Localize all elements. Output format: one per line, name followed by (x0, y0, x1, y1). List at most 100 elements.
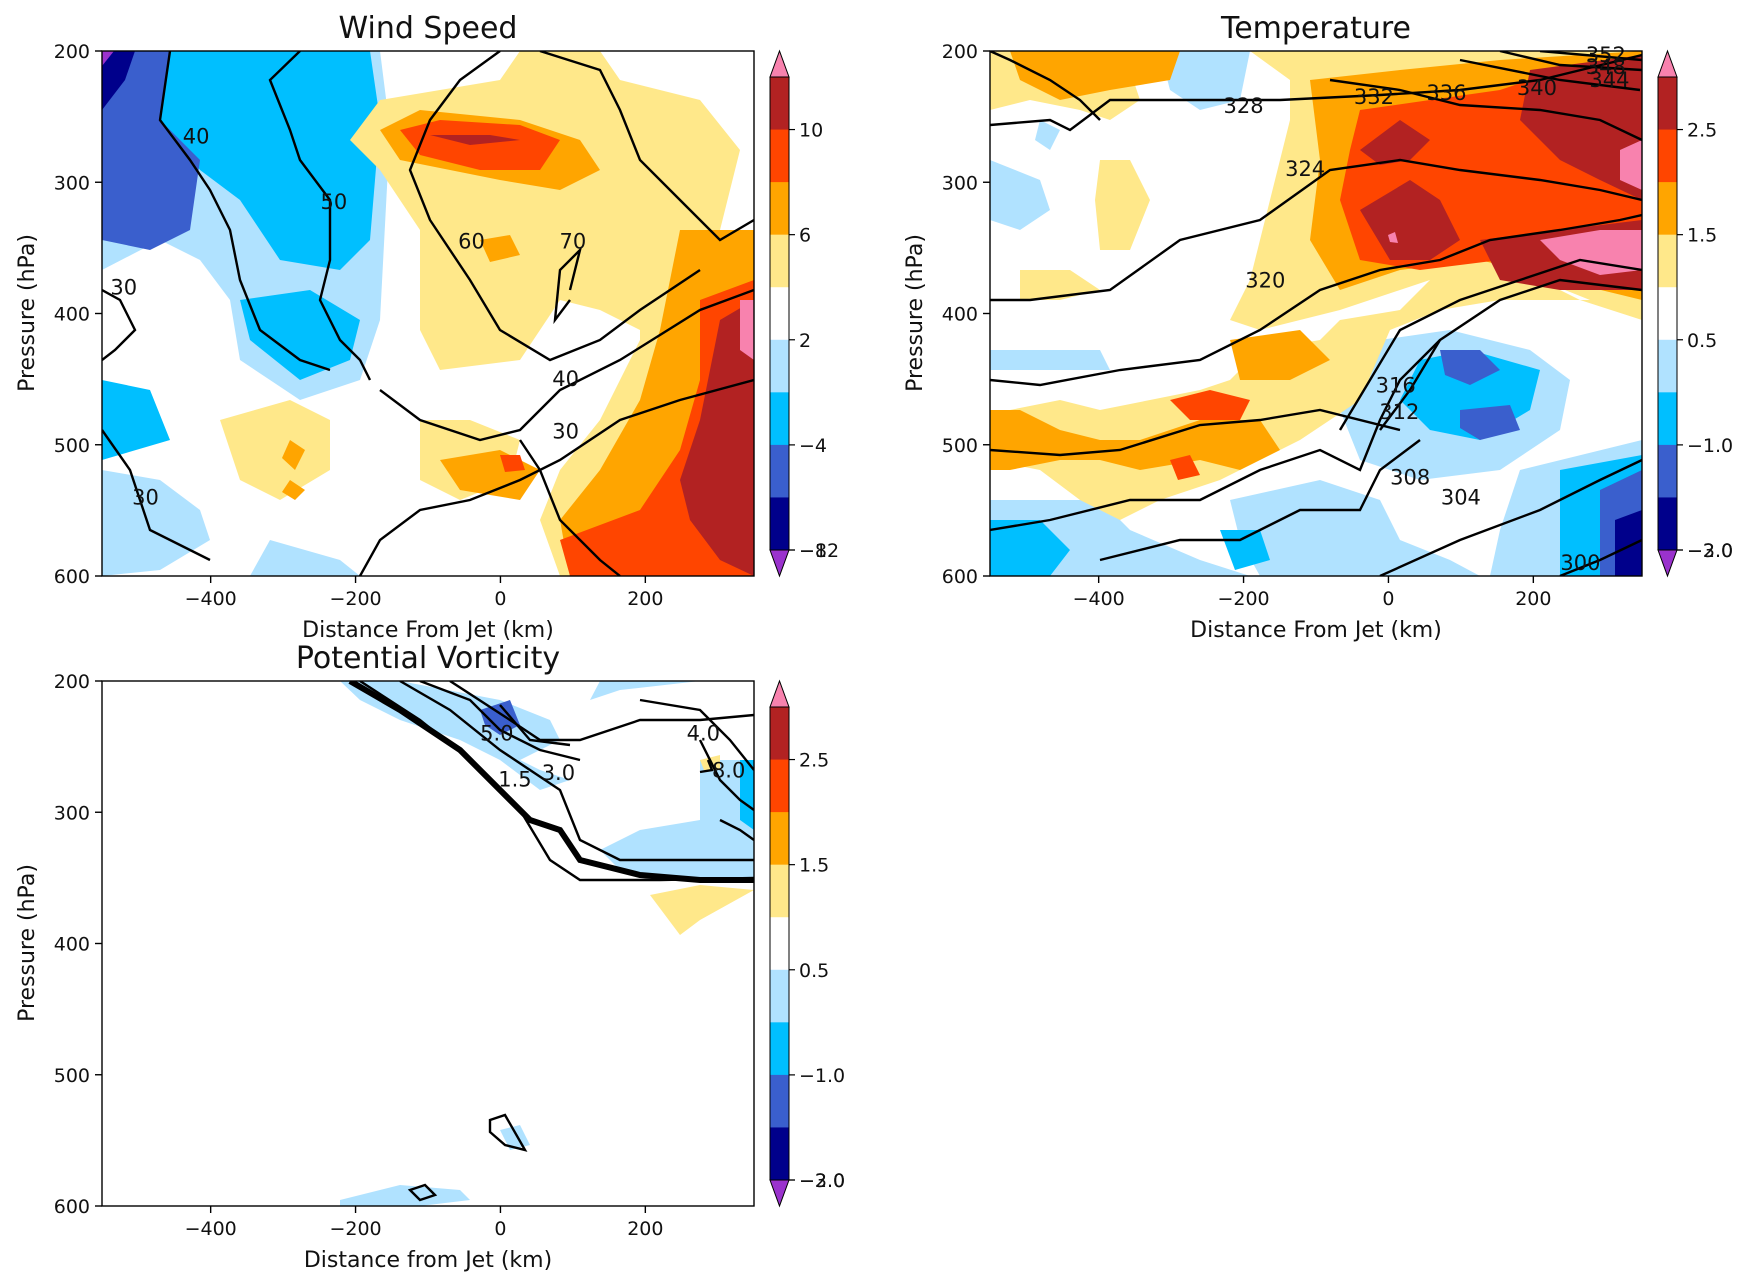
colorbar-segment (1658, 392, 1677, 446)
colorbar-frame (769, 706, 790, 1181)
colorbar-tick-label: −2.0 (1687, 540, 1733, 562)
y-tick-label: 200 (942, 41, 978, 63)
panel-title: Wind Speed (339, 11, 518, 46)
colorbar-segment (770, 129, 789, 183)
colorbar-tick-label: 10 (799, 120, 823, 142)
colorbar-segment (770, 234, 789, 288)
colorbar-segment (770, 392, 789, 446)
colorbar-segment (1658, 234, 1677, 288)
colorbar-extend-min (769, 549, 790, 578)
contour-lines (990, 51, 1642, 576)
contour-label: 30 (552, 420, 579, 444)
y-tick-label: 400 (942, 304, 978, 326)
x-axis: −400 −200 0 200 (185, 1206, 663, 1240)
y-axis-label: Pressure (hPa) (15, 864, 40, 1022)
y-tick-label: 200 (54, 671, 90, 693)
contour-label: 328 (1224, 94, 1264, 118)
y-tick-label: 400 (54, 934, 90, 956)
colorbar: 10 6 2 −4 −8−12 (769, 49, 839, 578)
y-tick-label: 600 (942, 566, 978, 588)
colorbar-segment (770, 1127, 789, 1181)
x-tick-label: −400 (185, 1218, 237, 1240)
contour-label: 70 (560, 229, 587, 253)
contour-label: 324 (1285, 157, 1325, 181)
colorbar: 2.5 1.5 0.5 −1.0 −2.0−3.0 (769, 679, 845, 1208)
x-tick-label: −400 (1073, 588, 1125, 610)
y-tick-label: 300 (942, 172, 978, 194)
contour-labels: 5.0 4.0 3.0 1.5 8.0 (480, 722, 745, 792)
contour-label: 308 (1390, 466, 1430, 490)
contour-label: 336 (1426, 81, 1466, 105)
contour-lines (102, 51, 754, 576)
colorbar-frame (769, 76, 790, 551)
colorbar-segment (770, 759, 789, 813)
filled-contours (102, 681, 754, 1206)
colorbar-segment (1658, 444, 1677, 498)
colorbar-extend-max (769, 49, 790, 78)
colorbar-extend-min (1657, 549, 1678, 578)
colorbar-tick-label: −8 (799, 540, 827, 562)
colorbar-tick-label: −1.0 (799, 1065, 845, 1087)
colorbar-tick-label: 1.5 (1687, 225, 1717, 247)
colorbar-segment (770, 1074, 789, 1128)
colorbar-segment (770, 707, 789, 761)
colorbar-tick-label: 2 (799, 330, 811, 352)
y-tick-label: 300 (54, 172, 90, 194)
x-tick-label: 200 (627, 1218, 663, 1240)
colorbar-segment (1658, 77, 1677, 131)
colorbar-segment (770, 287, 789, 341)
contour-label: 352 (1586, 43, 1626, 67)
x-tick-label: 0 (1382, 588, 1394, 610)
y-tick-label: 500 (942, 435, 978, 457)
colorbar-tick-label: 2.5 (799, 750, 829, 772)
x-tick-label: −200 (329, 1218, 381, 1240)
colorbar-segment (770, 917, 789, 971)
contour-label: 312 (1379, 400, 1419, 424)
contour-label: 60 (458, 229, 485, 253)
colorbar-frame (1657, 76, 1678, 551)
contour-label: 332 (1354, 85, 1394, 109)
colorbar-tick-label: 6 (799, 225, 811, 247)
contour-labels: 40 50 30 60 70 40 30 30 (110, 124, 587, 509)
y-tick-label: 400 (54, 304, 90, 326)
colorbar-segment (1658, 287, 1677, 341)
panel-title: Temperature (1220, 11, 1411, 46)
contour-label: 316 (1376, 374, 1416, 398)
contour-label: 40 (183, 124, 210, 148)
colorbar-segment (1658, 339, 1677, 393)
colorbar-tick-label: 0.5 (799, 960, 829, 982)
colorbar-extend-min (769, 1179, 790, 1208)
x-axis-label: Distance from Jet (km) (304, 1248, 552, 1273)
colorbar-tick-label: 1.5 (799, 855, 829, 877)
contour-label: 50 (320, 190, 347, 214)
y-tick-label: 500 (54, 435, 90, 457)
contour-label: 304 (1441, 485, 1481, 509)
contour-label: 340 (1517, 76, 1557, 100)
x-tick-label: 200 (627, 588, 663, 610)
x-tick-label: −200 (1217, 588, 1269, 610)
y-axis-label: Pressure (hPa) (903, 234, 928, 392)
panel-wind-speed: Wind Speed (15, 11, 839, 643)
colorbar: 2.5 1.5 0.5 −1.0 −2.0−3.0 (1657, 49, 1733, 578)
colorbar-tick-label: 2.5 (1687, 120, 1717, 142)
contour-label: 8.0 (712, 758, 745, 782)
colorbar-extend-max (1657, 49, 1678, 78)
contour-label: 30 (132, 485, 159, 509)
colorbar-tick-label: −4 (799, 435, 827, 457)
colorbar-segment (770, 444, 789, 498)
x-tick-label: −400 (185, 588, 237, 610)
x-tick-label: 0 (494, 1218, 506, 1240)
colorbar-segment (770, 182, 789, 236)
colorbar-segment (1658, 182, 1677, 236)
contour-label: 5.0 (480, 722, 513, 746)
contour-label: 320 (1245, 269, 1285, 293)
contour-label: 40 (552, 367, 579, 391)
panel-temperature: Temperature (903, 11, 1733, 643)
x-axis-label: Distance From Jet (km) (302, 618, 554, 643)
colorbar-tick-label: −2.0 (799, 1170, 845, 1192)
colorbar-segment (770, 497, 789, 551)
contour-label: 4.0 (687, 722, 720, 746)
y-tick-label: 200 (54, 41, 90, 63)
y-tick-label: 600 (54, 566, 90, 588)
